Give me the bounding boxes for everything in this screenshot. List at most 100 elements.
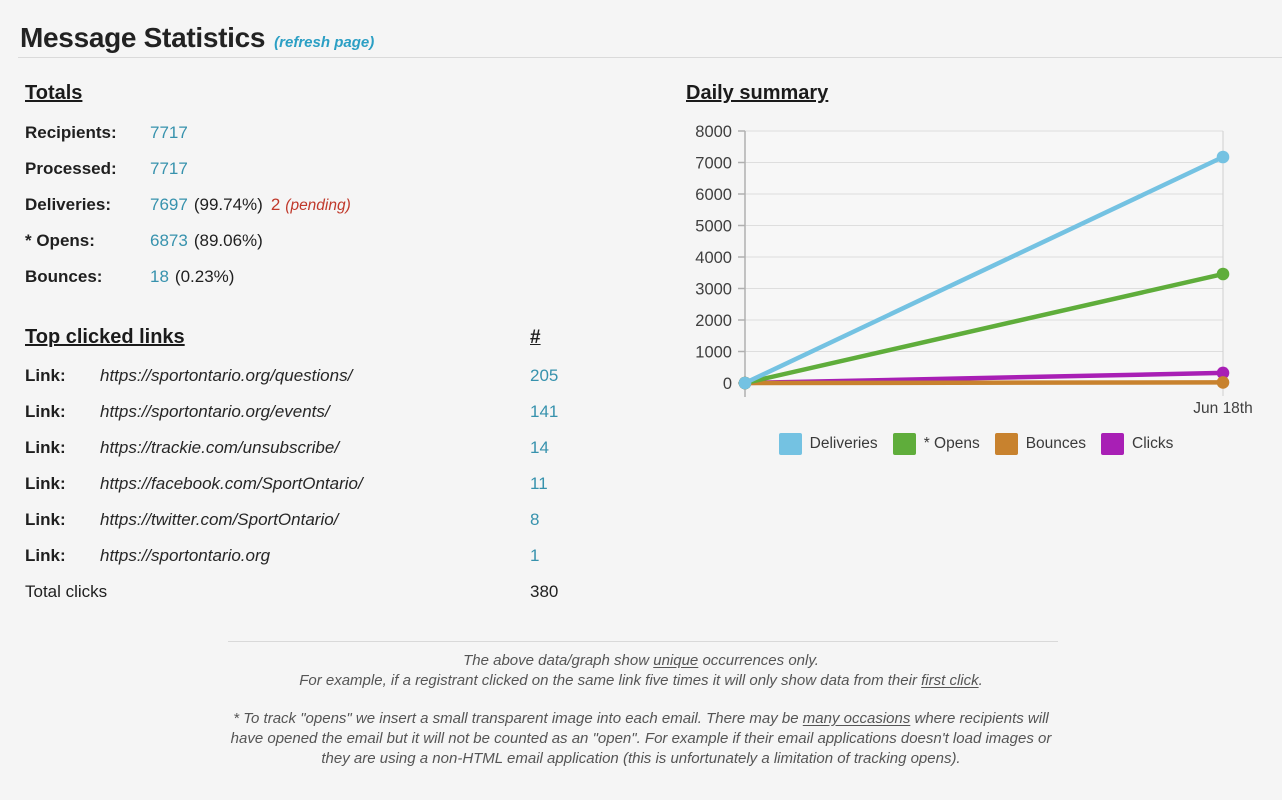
link-row: Link: https://sportontario.org/events/141: [25, 394, 645, 430]
chart-legend: Deliveries * Opens Bounces Clicks: [695, 433, 1257, 455]
note-text: The above data/graph show: [463, 652, 654, 669]
refresh-page-link[interactable]: (refresh page): [274, 34, 375, 51]
note-underlined-text: unique: [653, 652, 699, 669]
unique-occurrences-note: The above data/graph show unique occurre…: [0, 651, 1282, 691]
pending-note: (pending): [285, 197, 351, 214]
totals-row-opens: * Opens: 6873 (89.06%): [25, 223, 351, 259]
chart-line-bounces: [742, 380, 1226, 386]
y-axis-label: 3000: [695, 281, 732, 299]
totals-label: * Opens:: [25, 231, 95, 250]
link-row: Link: https://sportontario.org 1: [25, 538, 645, 574]
link-label: Link:: [25, 474, 66, 493]
link-label: Link:: [25, 438, 66, 457]
y-axis-label: 2000: [695, 312, 732, 330]
y-axis-label: 1000: [695, 344, 732, 362]
link-url: https://trackie.com/unsubscribe/: [100, 438, 340, 457]
y-axis-label: 4000: [695, 249, 732, 267]
totals-value: 6873: [150, 231, 188, 250]
link-count: 205: [530, 366, 559, 385]
totals-percent: (0.23%): [174, 267, 235, 286]
totals-value: 7697: [150, 195, 188, 214]
legend-label: * Opens: [923, 435, 980, 452]
legend-swatch-deliveries: [778, 433, 802, 455]
chart-point-opens: [1216, 267, 1230, 281]
link-url: https://sportontario.org/events/: [100, 402, 330, 421]
legend-swatch-opens: [892, 433, 916, 455]
note-underlined-text: many occasions: [802, 710, 911, 727]
page-header: Message Statistics (refresh page): [20, 22, 374, 54]
legend-item-bounces: Bounces: [994, 433, 1087, 455]
link-count: 1: [530, 546, 540, 565]
legend-swatch-bounces: [994, 433, 1018, 455]
daily-summary-chart: 0 1000 2000 3000 4000 5000 6000 7000 8000 Jun 18t…: [695, 123, 1252, 417]
totals-percent: (89.06%): [193, 231, 263, 250]
totals-heading: Totals: [25, 82, 83, 104]
chart-point-deliveries: [738, 376, 752, 390]
note-text: where recipients will have opened the em…: [230, 710, 1052, 767]
note-text: .: [978, 672, 983, 689]
chart-point-bounces: [1216, 376, 1230, 389]
note-text: * To track "opens" we insert a small tra…: [233, 710, 803, 727]
total-clicks-row: Total clicks 380: [25, 574, 645, 610]
footer-divider: [228, 641, 1058, 642]
totals-value: 7717: [150, 123, 188, 142]
totals-row-processed: Processed: 7717: [25, 151, 351, 187]
note-underlined-text: first click: [921, 672, 979, 689]
legend-swatch-clicks: [1101, 433, 1125, 455]
opens-tracking-note: * To track "opens" we insert a small tra…: [221, 709, 1061, 769]
y-axis-label: 7000: [695, 155, 732, 173]
legend-item-opens: * Opens: [892, 433, 980, 455]
totals-row-deliveries: Deliveries: 7697 (99.74%) 2 (pending): [25, 187, 351, 223]
totals-label: Bounces:: [25, 267, 103, 286]
totals-percent: (99.74%): [193, 195, 263, 214]
page-title: Message Statistics: [20, 22, 266, 53]
totals-value: 18: [150, 267, 169, 286]
legend-item-deliveries: Deliveries: [778, 433, 878, 455]
y-axis-label: 0: [723, 375, 732, 393]
legend-label: Deliveries: [809, 435, 878, 452]
totals-table: Recipients: 7717 Processed: 7717 Deliverie…: [25, 115, 351, 295]
totals-label: Processed:: [25, 159, 117, 178]
link-row: Link: https://twitter.com/SportOntario/8: [25, 502, 645, 538]
chart-point-deliveries: [1216, 150, 1230, 164]
header-divider: [18, 57, 1282, 58]
note-text: For example, if a registrant clicked on …: [299, 672, 922, 689]
chart-point-clicks: [1216, 366, 1230, 380]
link-label: Link:: [25, 546, 66, 565]
chart-line-deliveries: [742, 154, 1226, 386]
legend-label: Clicks: [1132, 435, 1174, 452]
count-column-heading: #: [530, 327, 541, 348]
link-count: 141: [530, 402, 559, 421]
link-url: https://sportontario.org: [100, 546, 271, 565]
daily-summary-heading: Daily summary: [686, 82, 829, 104]
link-label: Link:: [25, 366, 66, 385]
chart-line-opens: [742, 271, 1226, 386]
link-row: Link: https://facebook.com/SportOntario/1…: [25, 466, 645, 502]
link-count: 14: [530, 438, 549, 457]
link-count: 11: [530, 474, 548, 493]
totals-label: Recipients:: [25, 123, 117, 142]
note-text: occurrences only.: [698, 652, 819, 669]
y-axis-label: 8000: [695, 123, 732, 141]
link-count: 8: [530, 510, 540, 529]
links-table: Link: https://sportontario.org/questions/…: [25, 358, 645, 610]
y-axis-label: 5000: [695, 218, 732, 236]
totals-row-bounces: Bounces: 18 (0.23%): [25, 259, 351, 295]
link-url: https://facebook.com/SportOntario/: [100, 474, 363, 493]
top-clicked-links-heading: Top clicked links: [25, 326, 185, 348]
legend-item-clicks: Clicks: [1101, 433, 1173, 455]
link-url: https://sportontario.org/questions/: [100, 366, 353, 385]
pending-count: 2: [270, 195, 281, 214]
link-row: Link: https://sportontario.org/questions/…: [25, 358, 645, 394]
totals-label: Deliveries:: [25, 195, 111, 214]
x-axis-label: Jun 18th: [1193, 400, 1252, 417]
link-row: Link: https://trackie.com/unsubscribe/14: [25, 430, 645, 466]
total-clicks-value: 380: [530, 582, 559, 601]
link-label: Link:: [25, 402, 66, 421]
legend-label: Bounces: [1025, 435, 1087, 452]
total-clicks-label: Total clicks: [25, 582, 108, 601]
totals-value: 7717: [150, 159, 188, 178]
link-label: Link:: [25, 510, 66, 529]
y-axis-label: 6000: [695, 186, 732, 204]
